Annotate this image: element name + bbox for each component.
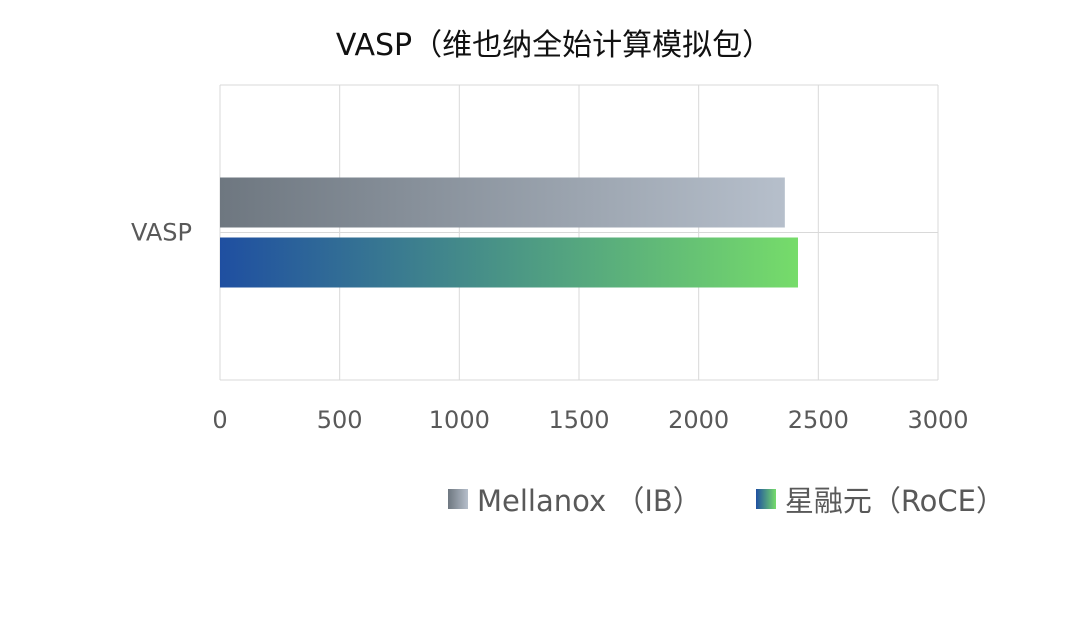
- chart-title: VASP（维也纳全始计算模拟包）: [335, 28, 773, 63]
- x-tick-label: 1000: [429, 406, 490, 434]
- legend-swatch: [755, 489, 776, 509]
- axis-labels: 0 500 1000 1500 2000 2500 3000 VASP: [131, 219, 969, 435]
- bars: [220, 177, 798, 288]
- legend-label: Mellanox （IB）: [477, 484, 702, 518]
- legend-swatch: [448, 489, 468, 509]
- legend-item: 星融元（RoCE）: [755, 478, 1005, 520]
- x-tick-label: 500: [317, 406, 363, 434]
- x-tick-label: 2500: [788, 406, 849, 434]
- legend: Mellanox （IB） 星融元（RoCE）: [448, 478, 1059, 520]
- gridlines: [219, 84, 939, 381]
- legend-label: 星融元（RoCE）: [784, 484, 1005, 518]
- y-category-label: VASP: [131, 219, 192, 247]
- x-tick-label: 1500: [548, 406, 609, 434]
- bar-vasp-series-1: [220, 237, 798, 288]
- bar-vasp-series-0: [220, 177, 785, 228]
- x-tick-label: 0: [212, 406, 227, 434]
- legend-item: Mellanox （IB）: [448, 478, 702, 520]
- x-tick-label: 3000: [907, 406, 968, 434]
- x-tick-label: 2000: [668, 406, 729, 434]
